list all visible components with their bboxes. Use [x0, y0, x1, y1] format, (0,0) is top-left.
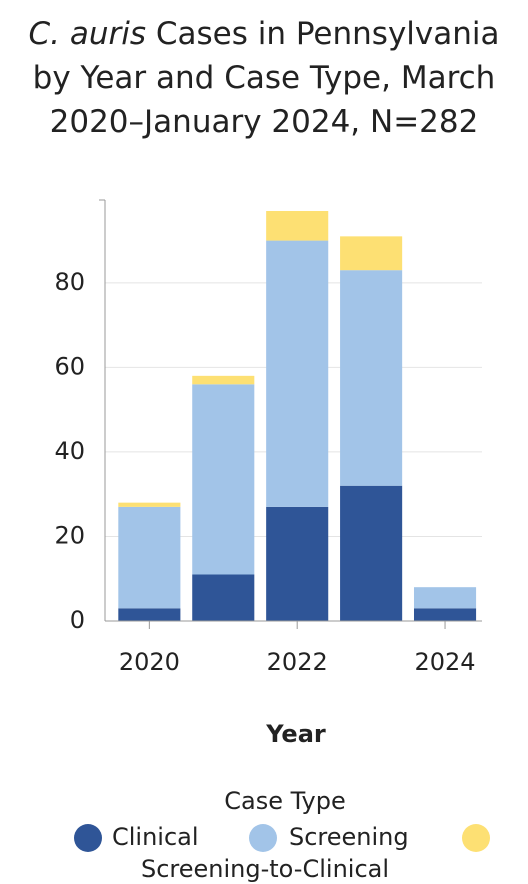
bar-segment: [340, 485, 403, 621]
bar-segment: [118, 502, 181, 507]
bar-segment: [266, 210, 329, 241]
legend-marker: [462, 824, 490, 852]
x-tick-label: 2024: [415, 648, 476, 676]
y-tick-label: 60: [54, 352, 85, 380]
chart-title: C. auris Cases in Pennsylvania by Year a…: [14, 12, 514, 144]
bar-segment: [266, 240, 329, 507]
y-tick-label: 80: [54, 268, 85, 296]
x-tick-label: 2020: [119, 648, 180, 676]
legend-marker: [74, 824, 102, 852]
title-italic: C. auris: [28, 16, 146, 52]
bar-segment: [118, 506, 181, 609]
bar-segment: [340, 236, 403, 271]
bar-segment: [340, 270, 403, 486]
y-tick-label: 0: [70, 606, 85, 634]
x-axis-title: Year: [265, 720, 326, 748]
bar-segment: [192, 384, 255, 575]
legend-label: Clinical: [112, 823, 199, 851]
bar-segment: [413, 608, 477, 621]
legend-title: Case Type: [224, 787, 346, 815]
y-tick-label: 20: [54, 521, 85, 549]
bar-segment: [118, 608, 181, 621]
x-tick-label: 2022: [267, 648, 328, 676]
legend-label: Screening: [289, 823, 409, 851]
title-text: Cases in Pennsylvania by Year and Case T…: [32, 16, 500, 140]
bar-segment: [266, 506, 329, 621]
bar-segment: [192, 574, 255, 621]
legend-marker: [249, 824, 277, 852]
y-tick-label: 40: [54, 437, 85, 465]
legend-label: Screening-to-Clinical: [141, 855, 389, 883]
bar-segment: [413, 587, 477, 609]
bar-segment: [192, 375, 255, 385]
